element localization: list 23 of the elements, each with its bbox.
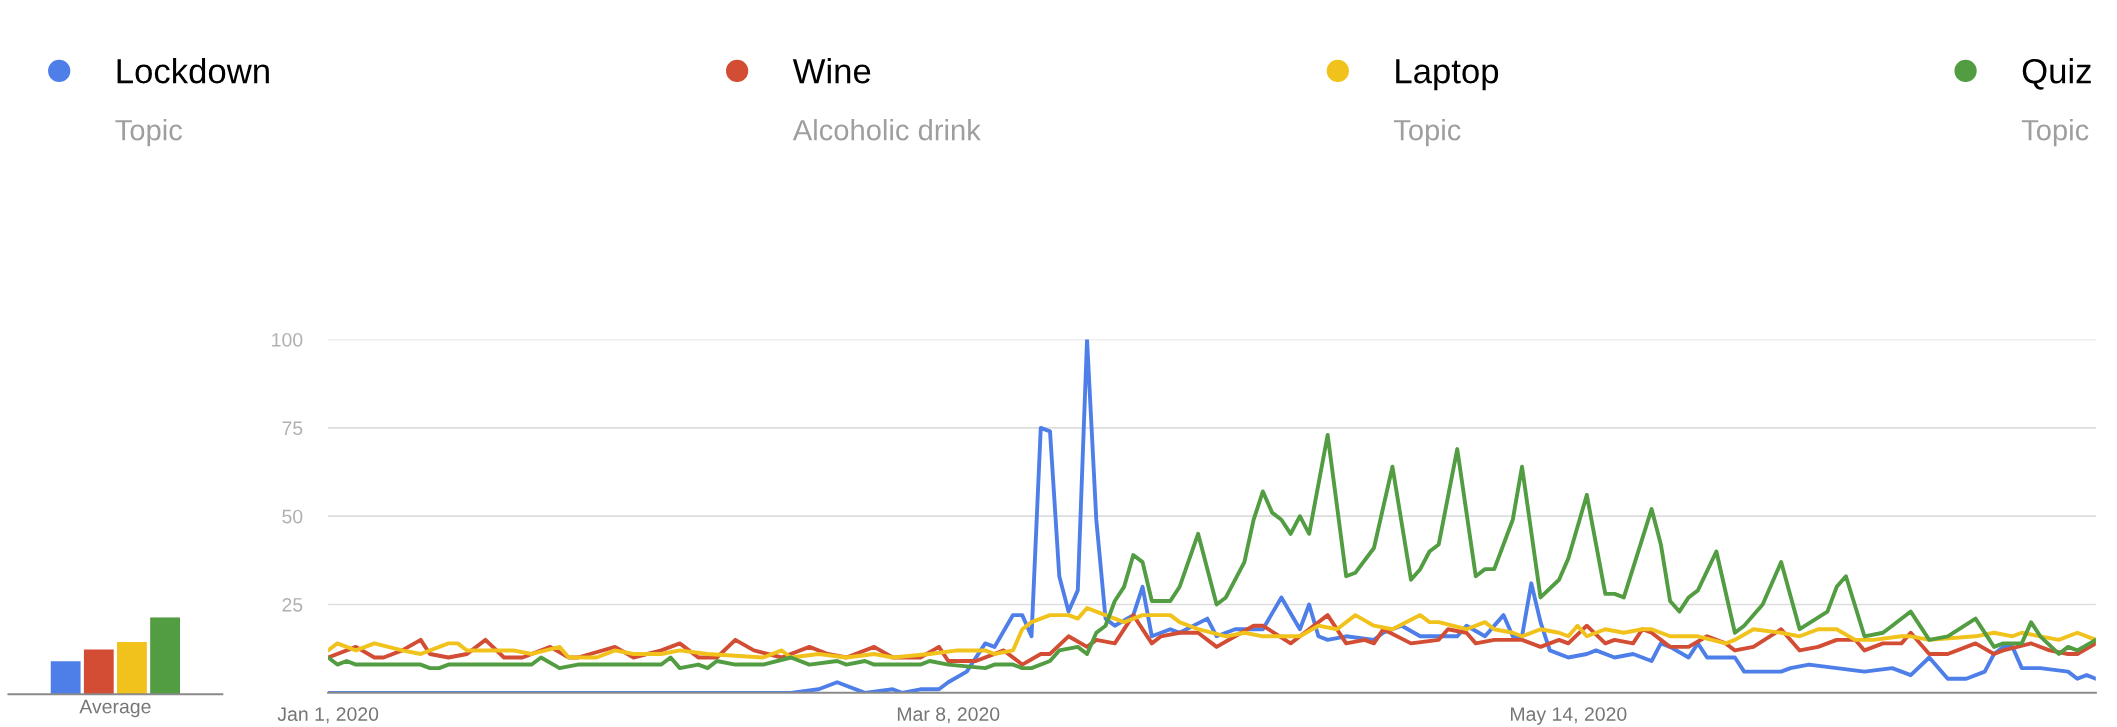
y-tick-label: 100 [272, 332, 303, 347]
text: Topic [115, 119, 183, 147]
bar [150, 617, 180, 695]
line-series [328, 432, 2096, 671]
legend-label: Lockdown [117, 57, 269, 84]
legend-label: Laptop [1396, 59, 1499, 91]
line-series [328, 339, 2096, 693]
y-tick-label: 50 [282, 509, 303, 524]
y-tick-label: 75 [282, 421, 303, 436]
x-tick-label: May 14, 2020 [1510, 707, 1627, 725]
x-tick-label: Jan 1, 2020 [277, 707, 379, 724]
bar [83, 649, 114, 695]
line-series [328, 606, 2096, 660]
legend-label: Quiz [2022, 57, 2091, 90]
text: Topic [1393, 119, 1461, 147]
x-tick-label: Average [79, 699, 151, 718]
legend-label: Wine [792, 57, 871, 84]
y-tick-label: 25 [282, 597, 303, 612]
bar [50, 661, 81, 695]
text: Topic [2021, 119, 2089, 147]
x-tick-label: Mar 8, 2020 [897, 707, 1000, 724]
bar [117, 641, 147, 695]
text: Alcoholic drink [792, 119, 981, 141]
